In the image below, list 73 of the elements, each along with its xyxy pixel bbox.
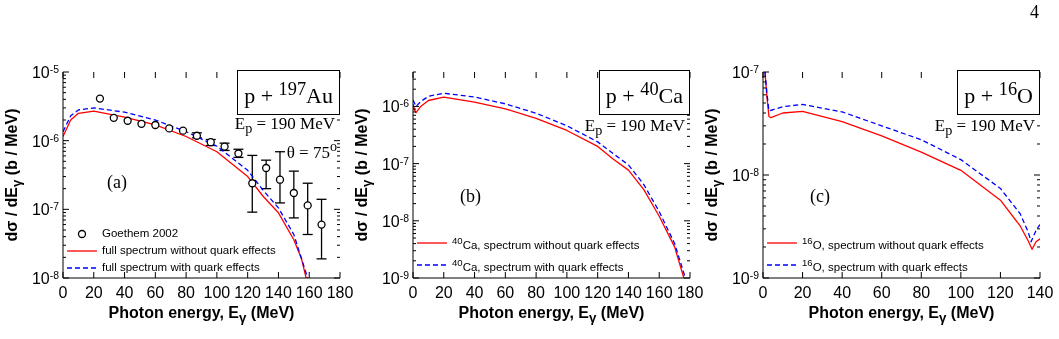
annotation: (b)	[460, 186, 481, 207]
y-tick-label: 10$^{-7}$	[31, 200, 60, 219]
y-tick-label: 10$^{-8}$	[731, 166, 760, 184]
x-tick-label: 20	[793, 284, 812, 301]
y-tick-label: 10$^{-5}$	[31, 63, 60, 81]
x-axis-title: Photon energy, E$_{γ}$ (MeV)	[457, 304, 646, 326]
annotation: θ = 75$^{o}$	[286, 138, 337, 163]
legend-label: full spectrum without quark effects	[102, 243, 276, 258]
text: 4	[1030, 2, 1039, 23]
x-tick-label: 20	[434, 284, 453, 301]
x-tick-label: 120	[584, 284, 612, 301]
point	[178, 126, 188, 135]
x-tick-label: 0	[408, 284, 418, 301]
legend-label: $^{40}$Ca, spectrum with quark effects	[452, 256, 624, 275]
point	[137, 119, 146, 128]
x-tick-label: 60	[496, 284, 515, 301]
point	[123, 116, 132, 125]
y-tick-label: 10$^{-9}$	[731, 269, 760, 287]
x-tick-label: 40	[115, 284, 134, 301]
x-tick-label: 140	[1026, 284, 1054, 301]
y-tick-label: 10$^{-7}$	[731, 63, 760, 81]
x-tick-label: 160	[645, 284, 673, 301]
x-tick-label: 0	[758, 284, 768, 301]
x-tick-label: 60	[146, 284, 165, 301]
x-axis-title: Photon energy, E$_{γ}$ (MeV)	[107, 304, 296, 326]
x-tick-label: 100	[947, 284, 975, 301]
x-tick-label: 120	[234, 284, 262, 301]
legend-label: Goethem 2002	[102, 226, 179, 241]
x-tick-label: 40	[833, 284, 852, 301]
legend-label: $^{40}$Ca, spectrum without quark effects	[452, 234, 640, 254]
point	[289, 188, 298, 198]
annotation: p + $^{40}$Ca	[598, 70, 690, 116]
y-tick-label: 10$^{-6}$	[31, 132, 60, 150]
x-tick-label: 80	[177, 284, 196, 301]
point	[261, 163, 271, 173]
x-tick-label: 20	[84, 284, 103, 301]
annotation: (a)	[107, 172, 127, 193]
annotation: E$_{p}$ = 190 MeV	[934, 116, 1035, 140]
y-tick-label: 10$^{-8}$	[381, 212, 410, 230]
point	[109, 113, 118, 122]
x-tick-label: 80	[527, 284, 546, 301]
x-tick-label: 40	[465, 284, 484, 301]
annotation: E$_{p}$ = 190 MeV	[584, 116, 685, 140]
point	[248, 179, 257, 188]
annotation: E$_{p}$ = 190 MeV	[234, 114, 335, 138]
x-tick-label: 0	[58, 284, 68, 301]
x-tick-label: 180	[326, 284, 354, 301]
point	[275, 175, 285, 184]
x-axis-title: Photon energy, E$_{γ}$ (MeV)	[807, 304, 996, 326]
x-tick-label: 140	[615, 284, 642, 301]
legend-label: $^{16}$O, spectrum without quark effects	[802, 234, 984, 254]
legend-label: $^{16}$O, spectrum with quark effects	[802, 256, 968, 275]
x-tick-label: 100	[203, 284, 231, 301]
annotation: p + $^{16}$O	[957, 70, 1040, 116]
x-tick-label: 180	[676, 284, 704, 301]
point	[151, 120, 160, 130]
y-tick-label: 10$^{-9}$	[381, 269, 410, 287]
y-tick-label: 10$^{-6}$	[381, 97, 410, 116]
point	[317, 220, 326, 229]
point	[95, 94, 105, 103]
x-tick-label: 120	[987, 284, 1014, 301]
y-tick-label: 10$^{-7}$	[381, 155, 410, 173]
x-tick-label: 160	[295, 284, 323, 301]
x-tick-label: 140	[265, 284, 292, 301]
x-tick-label: 100	[553, 284, 581, 301]
y-tick-label: 10$^{-8}$	[31, 269, 60, 287]
annotation: (c)	[810, 186, 830, 207]
legend-label: full spectrum with quark effects	[102, 260, 260, 275]
x-tick-label: 80	[912, 284, 931, 301]
point	[165, 124, 174, 133]
annotation: p + $^{197}$Au	[237, 70, 340, 116]
point	[303, 201, 312, 210]
x-tick-label: 60	[872, 284, 891, 301]
